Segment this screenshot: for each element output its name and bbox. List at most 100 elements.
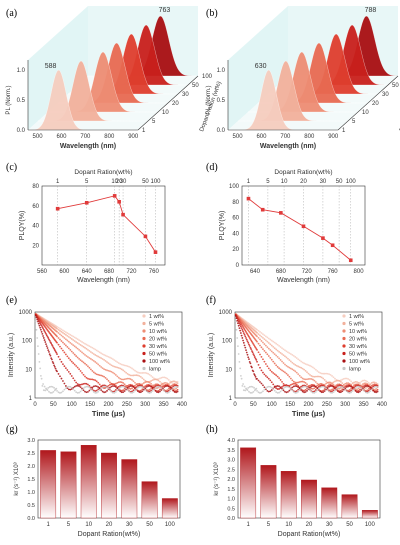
decay-point <box>104 385 107 388</box>
decay-point <box>153 386 155 389</box>
decay-point <box>337 385 339 387</box>
decay-point <box>266 336 269 339</box>
decay-point <box>260 335 263 338</box>
peak-label-first: 588 <box>45 63 57 70</box>
decay-point <box>361 379 364 382</box>
decay-point <box>339 379 342 382</box>
legend-marker <box>142 351 146 356</box>
decay-point <box>95 354 98 357</box>
decay-point <box>235 328 238 331</box>
decay-point <box>135 374 138 377</box>
decay-point <box>316 382 319 385</box>
decay-point <box>173 384 176 387</box>
decay-point <box>48 351 50 353</box>
decay-point <box>270 386 273 389</box>
decay-point <box>289 383 292 386</box>
plqy-point <box>55 206 60 211</box>
decay-point <box>359 381 361 384</box>
decay-point <box>64 331 67 334</box>
decay-point <box>306 389 308 392</box>
x-axis-title: Dopant Ration(wt%) <box>278 531 341 538</box>
decay-point <box>328 373 330 376</box>
decay-point <box>37 322 40 325</box>
decay-point <box>354 380 357 383</box>
decay-point <box>72 377 75 380</box>
decay-point <box>350 391 353 394</box>
decay-point <box>316 370 319 372</box>
decay-point <box>304 381 307 384</box>
decay-point <box>82 352 85 355</box>
decay-point <box>300 376 303 379</box>
x-tick-label: 10 <box>285 522 292 528</box>
decay-point <box>119 381 122 383</box>
decay-point <box>351 390 354 392</box>
decay-point <box>256 335 258 338</box>
decay-point <box>43 385 46 388</box>
decay-point <box>69 372 72 375</box>
legend-marker <box>142 329 146 333</box>
decay-point <box>275 348 278 351</box>
decay-point <box>236 337 239 339</box>
x-tick-label: 100 <box>267 402 278 408</box>
decay-point <box>60 340 63 342</box>
decay-point <box>89 346 92 348</box>
peak-label-last: 788 <box>365 7 377 14</box>
decay-point <box>97 363 100 366</box>
top-tick-label: 20 <box>116 179 123 185</box>
decay-point <box>301 377 304 380</box>
decay-point <box>279 379 282 381</box>
decay-point <box>92 371 95 374</box>
decay-point <box>132 374 135 377</box>
decay-point <box>154 383 157 386</box>
decay-point <box>267 385 270 388</box>
decay-point <box>112 391 114 394</box>
decay-point <box>376 385 379 388</box>
decay-point <box>332 376 335 379</box>
x-tick-label: 500 <box>233 134 244 140</box>
decay-point <box>300 385 303 388</box>
decay-point <box>79 344 82 346</box>
decay-point <box>329 391 332 394</box>
decay-point <box>48 386 51 388</box>
decay-point <box>120 384 123 387</box>
decay-point <box>344 385 347 388</box>
decay-point <box>47 386 50 389</box>
decay-point <box>88 345 91 348</box>
decay-point <box>82 361 85 364</box>
decay-point <box>134 389 136 392</box>
decay-point <box>285 350 288 353</box>
decay-point <box>366 389 369 392</box>
decay-point <box>303 378 305 381</box>
decay-point <box>147 389 150 392</box>
decay-point <box>322 391 325 394</box>
decay-point <box>288 389 291 392</box>
decay-point <box>39 374 42 377</box>
decay-point <box>297 386 300 388</box>
decay-point <box>94 348 97 351</box>
decay-point <box>57 328 60 331</box>
decay-point <box>75 346 78 349</box>
decay-point <box>376 390 379 393</box>
decay-point <box>266 389 269 392</box>
decay-point <box>310 384 313 386</box>
decay-point <box>126 386 129 389</box>
decay-point <box>345 377 348 380</box>
decay-point <box>103 368 105 370</box>
panel-label-h: (h) <box>206 424 218 435</box>
x-tick-label: 800 <box>354 269 365 275</box>
decay-point <box>89 387 92 390</box>
decay-point <box>116 361 119 364</box>
decay-point <box>141 386 144 388</box>
decay-point <box>254 375 257 378</box>
decay-point <box>357 391 360 394</box>
decay-point <box>109 356 111 359</box>
y-tick-label: 1.5 <box>27 477 35 483</box>
decay-point <box>372 385 375 388</box>
legend-label: 100 wt% <box>149 359 170 365</box>
decay-point <box>128 385 130 388</box>
legend-marker <box>342 314 346 318</box>
decay-point <box>88 389 91 392</box>
decay-point <box>245 349 247 352</box>
z-tick-label: 30 <box>182 92 189 98</box>
decay-point <box>312 383 314 386</box>
